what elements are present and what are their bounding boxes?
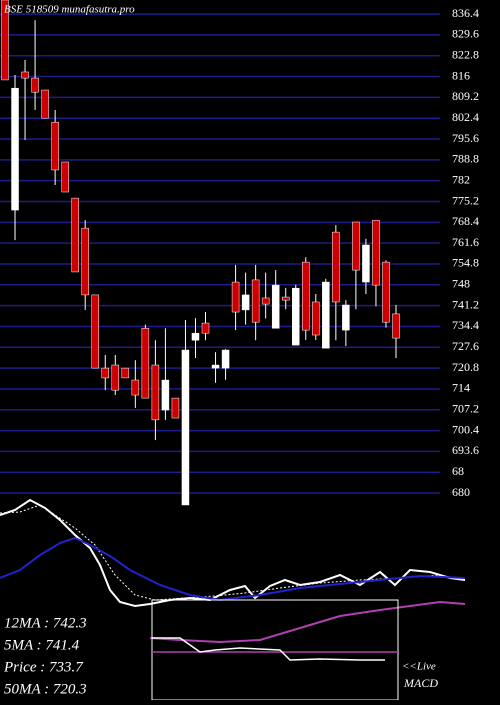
candle-body <box>312 301 320 336</box>
candle-body <box>141 328 150 399</box>
candle-body <box>372 219 380 286</box>
y-tick-label: 836.4 <box>452 6 479 20</box>
indicator-label: 5MA : 741.4 <box>4 637 80 653</box>
candle-body <box>241 294 250 311</box>
y-tick-label: 775.2 <box>452 193 479 207</box>
candle-body <box>251 279 260 323</box>
candle-body <box>101 367 110 379</box>
candle-body <box>191 332 200 341</box>
y-tick-label: 741.2 <box>452 297 479 311</box>
chart-title: BSE 518509 munafasutra.pro <box>4 4 135 16</box>
y-tick-label: 707.2 <box>452 402 479 416</box>
y-tick-label: 748 <box>452 277 470 291</box>
ma-line <box>0 504 466 601</box>
candle-body <box>11 87 19 211</box>
candle-body <box>31 77 39 93</box>
candle-body <box>342 304 350 331</box>
y-tick-label: 714 <box>452 381 470 395</box>
indicator-label: 12MA : 742.3 <box>4 615 87 631</box>
macd-label: <<Live <box>402 661 436 673</box>
candle-body <box>81 227 89 296</box>
candle-body <box>181 349 190 506</box>
candle-body <box>332 231 340 303</box>
indicator-label: Price : 733.7 <box>3 659 84 675</box>
candle-body <box>121 367 130 379</box>
candle-body <box>51 121 59 171</box>
candle-body <box>302 261 310 331</box>
candle-body <box>281 296 290 301</box>
indicator-label: 50MA : 720.3 <box>4 681 87 697</box>
candle-body <box>61 161 69 193</box>
candle-body <box>111 364 120 391</box>
ma-line <box>0 498 466 608</box>
candle-body <box>131 379 140 396</box>
y-tick-label: 816 <box>452 68 470 82</box>
y-tick-label: 782 <box>452 172 470 186</box>
candle-body <box>21 71 29 79</box>
candle-body <box>221 349 230 369</box>
candle-body <box>71 197 79 273</box>
y-tick-label: 734.4 <box>452 318 479 332</box>
y-tick-label: 809.2 <box>452 89 479 103</box>
macd-line <box>152 637 385 661</box>
grid: 836.4 829.6 822.8 816 809.2 802.4 795.6 788.8 78… <box>0 6 479 499</box>
y-tick-label: 802.4 <box>452 110 479 124</box>
ma-line <box>149 600 466 644</box>
candle-body <box>322 281 330 349</box>
y-tick-label: 761.6 <box>452 235 479 249</box>
macd-label: MACD <box>403 676 438 690</box>
candle-body <box>261 297 270 305</box>
y-tick-label: 822.8 <box>452 47 479 61</box>
y-tick-label: 768.4 <box>452 214 479 228</box>
candle-body <box>91 294 99 369</box>
candle-body <box>231 281 240 313</box>
candle-body <box>291 287 300 346</box>
candle-body <box>271 284 280 329</box>
annotations: 12MA : 742.3 5MA : 741.4 Price : 733.7 50MA… <box>3 615 87 697</box>
y-tick-label: 727.6 <box>452 339 479 353</box>
y-tick-label: 795.6 <box>452 131 479 145</box>
y-tick-label: 829.6 <box>452 27 479 41</box>
candle-body <box>392 313 400 339</box>
candle-body <box>41 89 49 119</box>
y-tick-label: 700.4 <box>452 422 479 436</box>
candles <box>1 0 400 506</box>
candle-body <box>382 261 390 323</box>
y-tick-label: 720.8 <box>452 360 479 374</box>
candle-body <box>1 0 9 81</box>
y-tick-label: 68 <box>452 464 464 478</box>
y-tick-label: 754.8 <box>452 256 479 270</box>
ma-panel <box>0 498 466 644</box>
candle-body <box>151 364 160 421</box>
candle-body <box>161 379 170 411</box>
candle-body <box>171 397 180 419</box>
y-tick-label: 680 <box>452 485 470 499</box>
candle-body <box>211 364 220 369</box>
y-tick-label: 788.8 <box>452 152 479 166</box>
y-tick-label: 693.6 <box>452 443 479 457</box>
candle-body <box>352 221 360 271</box>
ma-line <box>0 536 466 602</box>
candle-body <box>201 322 210 334</box>
candle-body <box>362 244 370 283</box>
